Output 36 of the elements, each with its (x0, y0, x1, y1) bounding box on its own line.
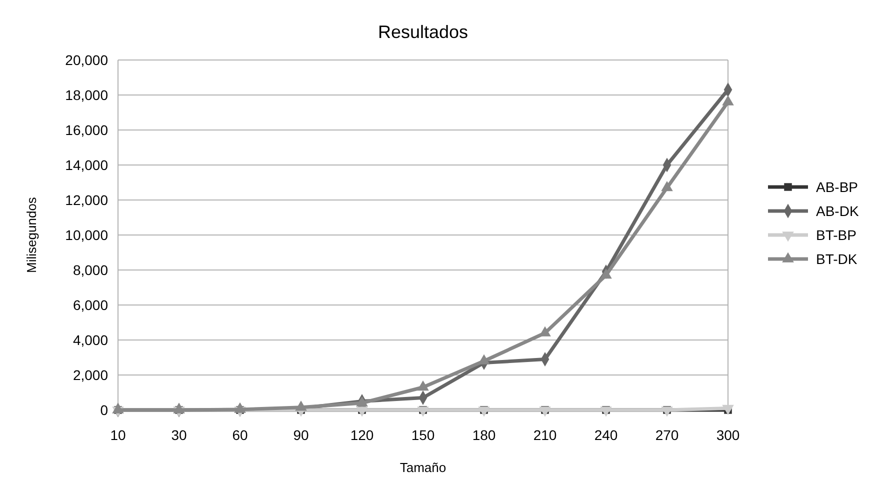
y-tick-label: 16,000 (65, 122, 108, 138)
y-tick-label: 12,000 (65, 192, 108, 208)
x-tick-label: 270 (655, 427, 679, 443)
x-tick-label: 180 (472, 427, 496, 443)
point (722, 95, 734, 106)
x-axis-title: Tamaño (400, 460, 446, 475)
point (600, 268, 612, 279)
legend-label: AB-DK (816, 202, 860, 219)
chart-title: Resultados (378, 22, 468, 42)
legend-label: AB-BP (816, 178, 858, 195)
point (417, 380, 429, 391)
x-tick-label: 90 (293, 427, 309, 443)
y-tick-label: 8,000 (72, 262, 108, 278)
x-tick-label: 10 (110, 427, 126, 443)
x-tick-label: 150 (411, 427, 435, 443)
y-tick-label: 18,000 (65, 86, 108, 103)
x-tick-label: 120 (350, 427, 374, 443)
y-axis-title: Milisegundos (24, 196, 39, 273)
y-tick-label: 6,000 (72, 296, 108, 313)
x-tick-label: 210 (533, 427, 557, 443)
point (112, 403, 124, 414)
legend-label: BT-BP (816, 226, 856, 243)
y-tick-label: 14,000 (65, 156, 108, 173)
y-tick-label: 2,000 (72, 366, 108, 383)
x-tick-label: 240 (594, 427, 618, 443)
y-tick-label: 10,000 (65, 226, 108, 243)
x-tick-label: 30 (171, 427, 187, 443)
x-tick-label: 60 (232, 427, 248, 443)
point (661, 180, 673, 192)
point (234, 402, 246, 413)
y-tick-label: 4,000 (72, 332, 108, 348)
point (173, 403, 185, 414)
x-tick-label: 300 (716, 427, 740, 443)
y-tick-label: 0 (100, 402, 108, 418)
legend-label: BT-DK (816, 250, 858, 267)
y-tick-label: 20,000 (65, 52, 108, 68)
